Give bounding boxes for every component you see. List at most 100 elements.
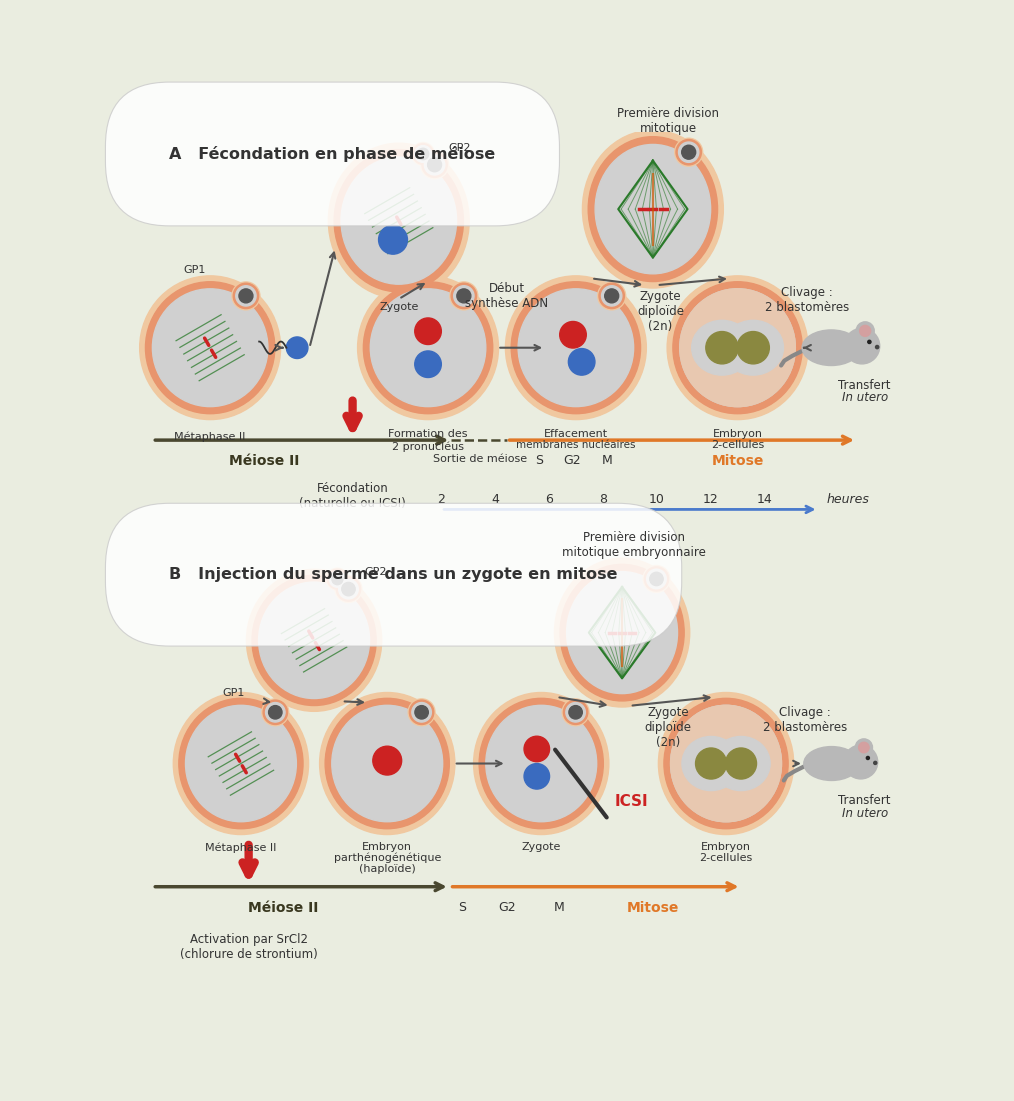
Circle shape [373,746,402,775]
Text: In utero: In utero [842,807,888,819]
Text: Transfert: Transfert [839,794,891,807]
Ellipse shape [678,142,699,162]
Ellipse shape [450,282,478,309]
Ellipse shape [413,143,433,164]
Circle shape [844,328,880,364]
Text: M: M [554,901,565,914]
Text: Clivage :
2 blastomères: Clivage : 2 blastomères [765,286,849,314]
Circle shape [681,145,696,160]
Ellipse shape [410,700,434,724]
Text: Transfert: Transfert [839,379,891,392]
Text: Méiose II: Méiose II [229,454,299,468]
Ellipse shape [674,139,703,166]
Ellipse shape [511,282,641,414]
Ellipse shape [262,699,289,726]
Ellipse shape [236,286,257,306]
Circle shape [604,288,619,303]
Ellipse shape [566,702,585,722]
Ellipse shape [562,699,589,726]
Circle shape [868,340,871,344]
Ellipse shape [480,698,603,829]
Ellipse shape [567,571,677,694]
Ellipse shape [692,320,752,375]
Text: M: M [601,454,612,467]
Text: parthénogénétique: parthénogénétique [334,853,441,863]
Circle shape [286,337,308,359]
Circle shape [696,748,727,780]
Ellipse shape [647,569,666,589]
Circle shape [856,321,874,340]
Circle shape [418,149,429,160]
Ellipse shape [667,276,808,419]
Text: Zygote: Zygote [379,302,419,312]
Text: 6: 6 [545,492,553,505]
Ellipse shape [453,286,474,306]
Ellipse shape [723,320,784,375]
Ellipse shape [804,746,859,781]
Ellipse shape [232,282,260,309]
Text: 2: 2 [437,492,445,505]
Ellipse shape [173,693,308,835]
Ellipse shape [679,288,795,406]
Ellipse shape [145,282,275,414]
Circle shape [866,756,869,760]
Text: S: S [458,901,465,914]
Ellipse shape [339,579,358,599]
Text: Embryon: Embryon [362,842,413,852]
Ellipse shape [415,145,431,162]
Text: Zygote
diploïde
(2n): Zygote diploïde (2n) [637,290,684,333]
Circle shape [428,157,441,172]
Text: Méiose II: Méiose II [248,901,318,915]
Ellipse shape [252,575,376,706]
Circle shape [269,706,282,719]
Text: membranes nucléaires: membranes nucléaires [516,440,636,450]
Ellipse shape [259,582,369,698]
Ellipse shape [595,144,711,274]
Text: GP2: GP2 [449,143,472,153]
Text: Métaphase II: Métaphase II [205,842,277,852]
Text: Mitose: Mitose [627,901,679,915]
Ellipse shape [518,288,634,406]
Text: 8: 8 [599,492,606,505]
Ellipse shape [334,150,463,292]
Text: Fécondation
(naturelle ou ICSI): Fécondation (naturelle ou ICSI) [299,482,406,511]
Ellipse shape [682,737,740,791]
Text: ICSI: ICSI [614,794,648,809]
Ellipse shape [422,152,447,177]
Ellipse shape [802,330,860,366]
Ellipse shape [425,154,445,175]
Ellipse shape [327,568,349,590]
Text: In utero: In utero [842,391,888,404]
Text: Métaphase II: Métaphase II [174,432,245,442]
Text: Zygote
diploïde
(2n): Zygote diploïde (2n) [645,706,692,749]
Ellipse shape [673,282,802,414]
Text: 2-cellules: 2-cellules [711,440,765,450]
Text: G2: G2 [498,901,515,914]
Ellipse shape [582,130,723,288]
Text: Embryon: Embryon [713,429,763,439]
Text: 2-cellules: 2-cellules [700,853,752,863]
Ellipse shape [474,693,608,835]
Circle shape [706,331,738,364]
Ellipse shape [140,276,281,419]
Text: Mitose: Mitose [712,454,764,468]
Text: G2: G2 [563,454,581,467]
Circle shape [875,346,879,349]
Text: 12: 12 [703,492,719,505]
Circle shape [415,318,441,345]
Text: Formation des: Formation des [388,429,467,439]
Text: Embryon: Embryon [701,842,751,852]
Ellipse shape [358,276,499,419]
Text: Zygote: Zygote [521,842,561,852]
Text: B   Injection du sperme dans un zygote en mitose: B Injection du sperme dans un zygote en … [169,567,618,582]
Ellipse shape [670,706,782,821]
Text: Clivage :
2 blastomères: Clivage : 2 blastomères [764,706,848,733]
Text: 10: 10 [649,492,664,505]
Circle shape [569,349,595,375]
Circle shape [725,748,756,780]
Circle shape [457,288,470,303]
Circle shape [859,742,869,753]
Ellipse shape [505,276,646,419]
Ellipse shape [335,576,362,602]
Text: (haploïde): (haploïde) [359,863,416,873]
